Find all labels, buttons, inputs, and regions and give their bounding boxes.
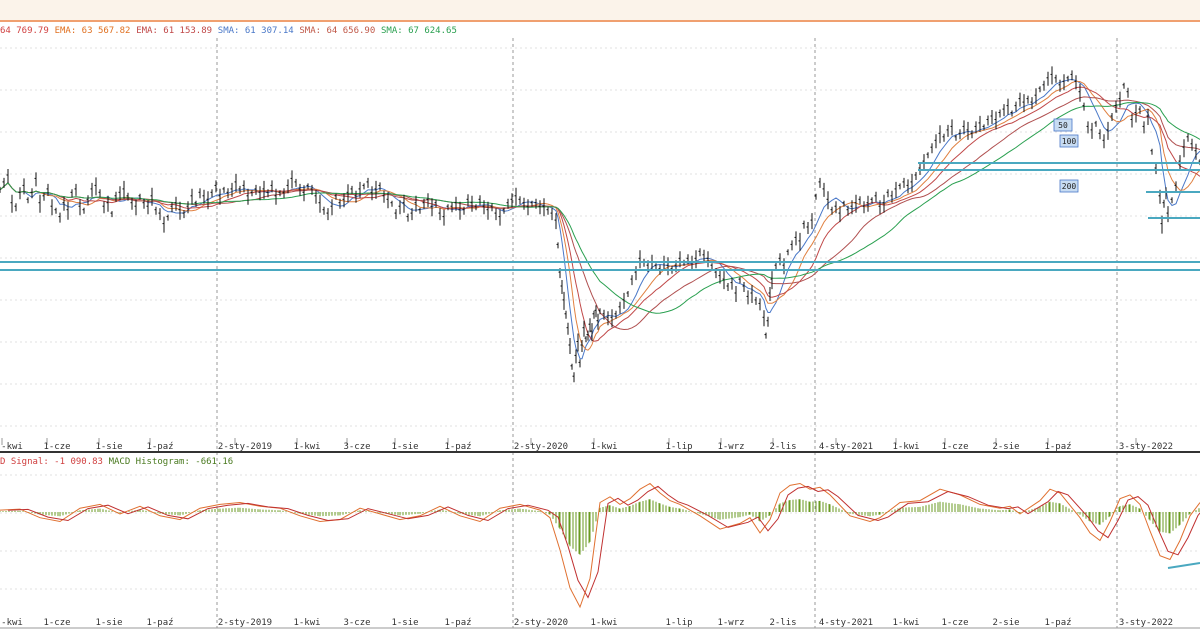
legend-item-0: 64 769.79 [0,26,49,36]
x-tick-label: 1-paź [1044,442,1071,452]
macd-x-tick-label: 1-paź [444,618,471,628]
macd-x-tick-label: 1-paź [146,618,173,628]
macd-line [0,482,1200,609]
sma-darkred-line [0,96,1200,331]
sma-green-line [0,101,1200,314]
x-tick-label: 1-kwi [590,442,617,452]
x-tick-label: 3-cze [343,442,370,452]
x-tick-label: 2-lis [769,442,796,452]
x-tick-label: 1-sie [95,442,122,452]
macd-panel: D Signal: -1 090.83 MACD Histogram: -661.… [0,457,1200,629]
x-tick-label: 3-sty-2022 [1119,442,1173,452]
price-panel: 50 100 200 -kwi 1-cze 1-sie 1-paź 2-sty-2019 1-k… [0,38,1200,628]
x-tick-label: 1-paź [146,442,173,452]
x-tick-label: 1-cze [941,442,968,452]
x-tick-label: 2-sty-2019 [218,442,272,452]
legend-item-3: SMA: 61 307.14 [218,26,294,36]
signal-line [7,485,1200,599]
macd-x-tick-label: 3-sty-2022 [1119,618,1173,628]
legend-item-4: SMA: 64 656.90 [299,26,375,36]
x-tick-label: 2-sty-2020 [514,442,568,452]
legend-item-2: EMA: 61 153.89 [136,26,212,36]
macd-x-tick-label: 2-sty-2020 [514,618,568,628]
x-tick-label: 1-sie [391,442,418,452]
macd-x-tick-label: 1-kwi [293,618,320,628]
x-tick-label: 1-paź [444,442,471,452]
price-legend: 64 769.79 EMA: 63 567.82 EMA: 61 153.89 SMA… [0,26,457,36]
x-tick-label: 1-kwi [892,442,919,452]
sma-blue-line [0,78,1200,360]
macd-x-tick-label: 3-cze [343,618,370,628]
macd-x-tick-label: 2-lis [769,618,796,628]
macd-x-tick-label: 1-kwi [590,618,617,628]
legend-item-5: SMA: 67 624.65 [381,26,457,36]
x-tick-label: -kwi [1,442,23,452]
x-tick-label: 1-cze [43,442,70,452]
macd-x-tick-label: 1-paź [1044,618,1071,628]
macd-legend-item-1: MACD Histogram: -661.16 [109,457,234,467]
macd-x-tick-label: 1-kwi [892,618,919,628]
x-tick-label: 2-sie [992,442,1019,452]
top-bar [0,0,1200,22]
macd-trend-line [1167,562,1200,569]
macd-x-tick-label: 1-cze [941,618,968,628]
macd-x-tick-label: 4-sty-2021 [819,618,873,628]
x-tick-label: 1-wrz [717,442,744,452]
macd-x-tick-label: 1-cze [43,618,70,628]
x-tick-label: 1-lip [665,442,692,452]
ema-red-line [0,86,1200,342]
macd-x-tick-label: 2-sty-2019 [218,618,272,628]
ma-label-0: 50 [1058,121,1068,130]
macd-x-tick-label: 1-lip [665,618,692,628]
macd-legend-item-0: D Signal: -1 090.83 [0,457,103,467]
ma-label-1: 100 [1062,137,1077,146]
macd-x-tick-label: 1-sie [391,618,418,628]
ma-label-box-0 [1053,118,1073,132]
x-tick-label: 1-kwi [293,442,320,452]
macd-x-tick-label: -kwi [1,618,23,628]
ma-label-box-2 [1059,179,1079,193]
ma-label-box-1 [1059,134,1079,148]
ma-label-2: 200 [1062,182,1077,191]
legend-item-1: EMA: 63 567.82 [55,26,131,36]
x-tick-label: 4-sty-2021 [819,442,873,452]
macd-x-tick-label: 1-wrz [717,618,744,628]
macd-x-tick-label: 1-sie [95,618,122,628]
macd-x-tick-label: 2-sie [992,618,1019,628]
